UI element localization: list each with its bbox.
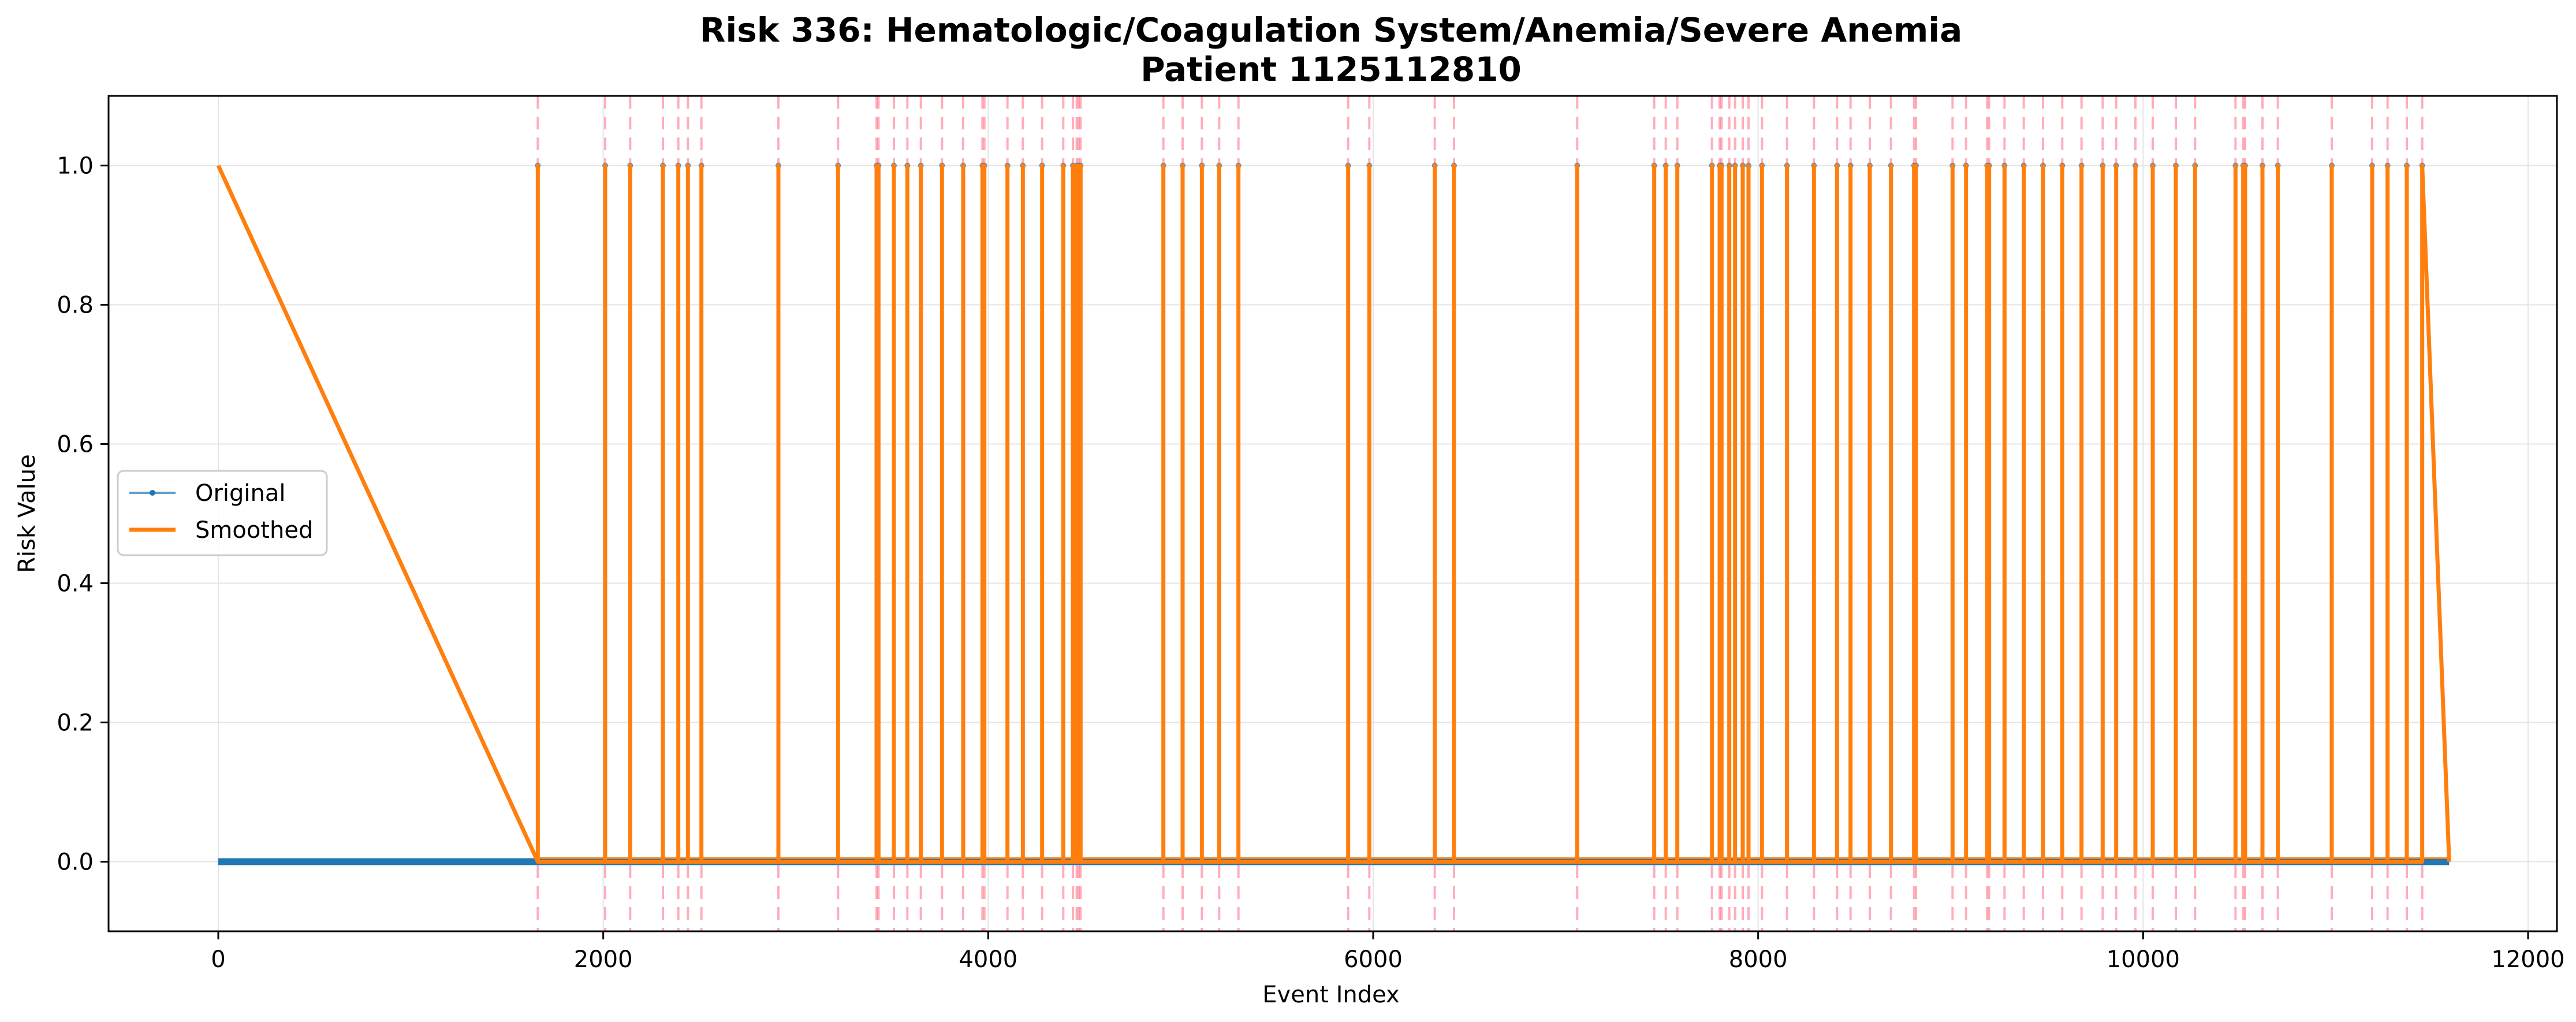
- grid-layer: [109, 96, 2557, 931]
- x-axis-label: Event Index: [1262, 982, 1399, 1008]
- series-smoothed: [216, 163, 2451, 864]
- series-layer: [216, 162, 2451, 865]
- legend-original-label: Original: [195, 480, 286, 507]
- x-tick-label: 6000: [1344, 946, 1403, 973]
- legend-smoothed-label: Smoothed: [195, 517, 313, 544]
- event-markers: [536, 96, 2424, 931]
- y-tick-label: 0.8: [57, 292, 94, 319]
- chart-title: Risk 336: Hematologic/Coagulation System…: [700, 10, 1963, 50]
- x-tick-label: 2000: [574, 946, 633, 973]
- y-tick-label: 0.0: [57, 849, 94, 876]
- x-tick-label: 0: [211, 946, 225, 973]
- legend: Original Smoothed: [117, 470, 328, 556]
- x-tick-label: 12000: [2491, 946, 2564, 973]
- y-tick-label: 0.6: [57, 432, 94, 458]
- tick-layer: 0 2000 4000 6000 8000 10000 12000 0.0 0.2 0.4 0.6 0…: [57, 153, 2564, 973]
- y-axis-label: Risk Value: [14, 454, 40, 573]
- y-tick-label: 0.2: [57, 710, 94, 737]
- x-tick-label: 10000: [2107, 946, 2180, 973]
- y-tick-label: 0.4: [57, 571, 94, 597]
- x-tick-label: 8000: [1729, 946, 1788, 973]
- plot-frame: [107, 95, 2558, 932]
- y-tick-label: 1.0: [57, 153, 94, 180]
- x-tick-label: 4000: [959, 946, 1017, 973]
- legend-original-marker: [150, 490, 155, 496]
- chart-subtitle: Patient 1125112810: [1140, 50, 1522, 89]
